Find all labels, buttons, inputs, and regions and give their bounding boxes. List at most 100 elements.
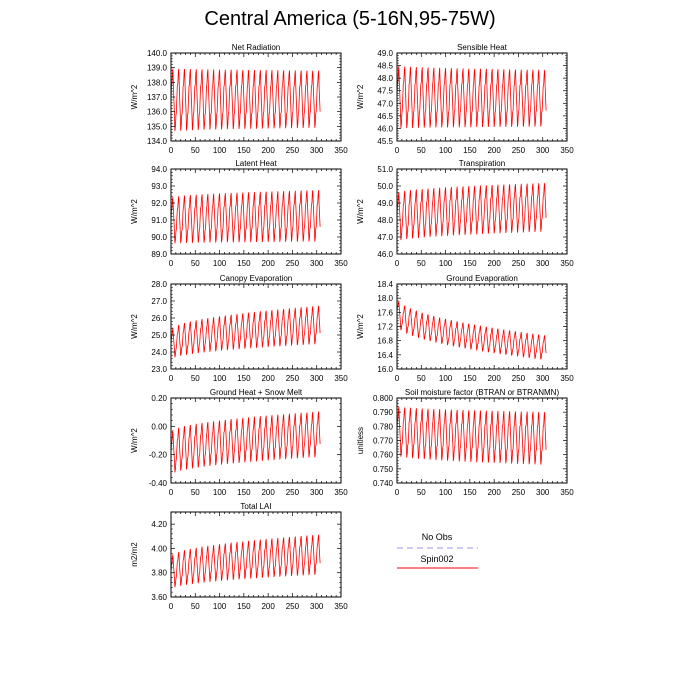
y-axis-label: W/m^2	[130, 84, 139, 109]
x-tick-label: 250	[286, 374, 300, 383]
plot-frame	[170, 283, 342, 370]
x-tick-label: 250	[286, 146, 300, 155]
panel-title: Soil moisture factor (BTRAN or BTRANMN)	[405, 388, 560, 397]
plot-frame	[170, 397, 342, 484]
x-tick-label: 350	[334, 146, 348, 155]
x-tick-label: 0	[395, 374, 400, 383]
y-tick-label: 93.0	[151, 182, 167, 191]
x-tick-label: 150	[463, 259, 477, 268]
y-tick-label: 94.0	[151, 165, 167, 174]
y-axis-label: W/m^2	[356, 199, 365, 224]
x-tick-label: 100	[213, 259, 227, 268]
y-tick-label: 27.0	[151, 297, 167, 306]
panel-7: 0 50 100 150 200 250 300 350 0.740 0.750 0.760 0.77…	[356, 388, 574, 497]
x-tick-label: 250	[512, 259, 526, 268]
series-line-Spin002	[396, 182, 547, 241]
y-tick-label: 49.0	[377, 49, 393, 58]
x-tick-label: 150	[463, 146, 477, 155]
x-tick-label: 100	[213, 488, 227, 497]
series-line-Spin002	[170, 189, 321, 244]
x-tick-label: 50	[191, 602, 200, 611]
x-tick-label: 50	[417, 374, 426, 383]
y-tick-label: 0.20	[151, 394, 167, 403]
plot-frame	[170, 511, 342, 598]
y-tick-label: 135.0	[147, 122, 168, 131]
y-tick-label: 89.0	[151, 250, 167, 259]
series-line-Spin002	[170, 534, 321, 588]
y-tick-label: 91.0	[151, 216, 167, 225]
panel-0: 0 50 100 150 200 250 300 350 134.0 135.0 136.0 137.…	[130, 43, 348, 155]
x-tick-label: 100	[213, 602, 227, 611]
y-tick-label: 0.770	[373, 437, 394, 446]
y-axis-label: W/m^2	[130, 199, 139, 224]
x-tick-label: 300	[536, 374, 550, 383]
series-line-Spin002	[170, 411, 321, 473]
x-tick-label: 350	[560, 488, 574, 497]
plot-frame	[170, 52, 342, 142]
x-tick-label: 300	[310, 488, 324, 497]
x-tick-label: 100	[439, 374, 453, 383]
x-tick-label: 350	[560, 146, 574, 155]
x-tick-label: 100	[439, 488, 453, 497]
panel-2: 0 50 100 150 200 250 300 350 89.0 90.0 91.0 92.0 93.…	[130, 159, 348, 268]
y-tick-label: 0.750	[373, 465, 394, 474]
x-tick-label: 100	[439, 146, 453, 155]
x-tick-label: 0	[395, 146, 400, 155]
y-tick-label: 0.00	[151, 422, 167, 431]
y-tick-label: -0.20	[149, 451, 168, 460]
y-tick-label: 4.20	[151, 520, 167, 529]
x-tick-label: 50	[191, 259, 200, 268]
y-tick-label: 47.0	[377, 99, 393, 108]
y-tick-label: 28.0	[151, 280, 167, 289]
y-tick-label: 4.00	[151, 544, 167, 553]
panel-title: Canopy Evaporation	[220, 274, 293, 283]
y-axis-label: unitless	[356, 427, 365, 454]
x-tick-label: 50	[191, 374, 200, 383]
y-tick-label: 46.5	[377, 112, 393, 121]
y-axis-label: W/m^2	[356, 314, 365, 339]
x-tick-label: 350	[334, 602, 348, 611]
y-tick-label: 50.0	[377, 182, 393, 191]
y-tick-label: 0.780	[373, 422, 394, 431]
x-tick-label: 0	[169, 259, 174, 268]
y-tick-label: 46.0	[377, 124, 393, 133]
x-tick-label: 300	[310, 146, 324, 155]
panel-1: 0 50 100 150 200 250 300 350 45.5 46.0 46.5 47.0 47.…	[356, 43, 574, 155]
y-tick-label: 140.0	[147, 49, 168, 58]
panel-title: Ground Evaporation	[446, 274, 518, 283]
x-tick-label: 150	[237, 146, 251, 155]
y-tick-label: 92.0	[151, 199, 167, 208]
x-tick-label: 300	[310, 259, 324, 268]
y-axis-label: W/m^2	[356, 84, 365, 109]
y-tick-label: 47.0	[377, 233, 393, 242]
y-tick-label: 139.0	[147, 64, 168, 73]
y-tick-label: 48.5	[377, 62, 393, 71]
x-tick-label: 350	[560, 259, 574, 268]
x-tick-label: 150	[463, 374, 477, 383]
y-tick-label: 51.0	[377, 165, 393, 174]
y-tick-label: 137.0	[147, 93, 168, 102]
x-tick-label: 250	[286, 259, 300, 268]
y-tick-label: 16.4	[377, 351, 393, 360]
panel-6: 0 50 100 150 200 250 300 350 -0.40 -0.20 0.00 0.20 G…	[130, 388, 348, 497]
y-axis-label: W/m^2	[130, 314, 139, 339]
x-tick-label: 300	[536, 146, 550, 155]
x-tick-label: 350	[560, 374, 574, 383]
series-line-Spin002	[396, 65, 547, 129]
y-tick-label: 136.0	[147, 108, 168, 117]
y-tick-label: 48.0	[377, 74, 393, 83]
y-tick-label: 3.80	[151, 569, 167, 578]
x-tick-label: 200	[261, 374, 275, 383]
y-tick-label: 138.0	[147, 78, 168, 87]
series-line-Spin002	[170, 68, 321, 132]
y-tick-label: -0.40	[149, 479, 168, 488]
x-tick-label: 150	[463, 488, 477, 497]
x-tick-label: 0	[169, 374, 174, 383]
y-tick-label: 18.0	[377, 294, 393, 303]
x-tick-label: 50	[191, 146, 200, 155]
panel-4: 0 50 100 150 200 250 300 350 23.0 24.0 25.0 26.0 27.…	[130, 274, 348, 383]
panel-title: Net Radiation	[232, 43, 280, 52]
x-tick-label: 50	[417, 488, 426, 497]
y-tick-label: 47.5	[377, 87, 393, 96]
y-axis-label: W/m^2	[130, 428, 139, 453]
